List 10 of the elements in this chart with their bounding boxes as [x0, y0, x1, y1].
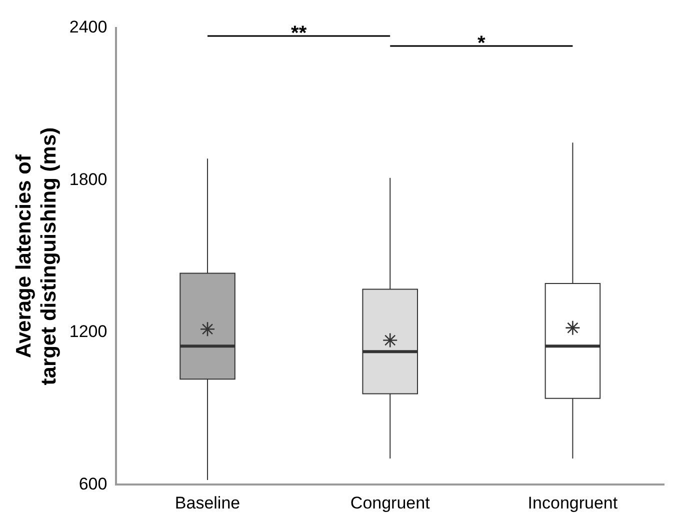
annotation: ** [291, 22, 307, 45]
y-axis-title: Average latencies of target distinguishing (ms) [12, 127, 61, 386]
x-tick-label: Baseline [174, 493, 240, 512]
y-tick-label: 1800 [69, 170, 108, 189]
y-tick-label: 1200 [69, 322, 108, 342]
x-tick-label: Incongruent [528, 493, 618, 512]
y-tick-label: 2400 [69, 18, 108, 37]
y-tick-label: 600 [78, 474, 108, 494]
annotation: * [478, 32, 486, 55]
x-tick-label: Congruent [350, 493, 430, 512]
